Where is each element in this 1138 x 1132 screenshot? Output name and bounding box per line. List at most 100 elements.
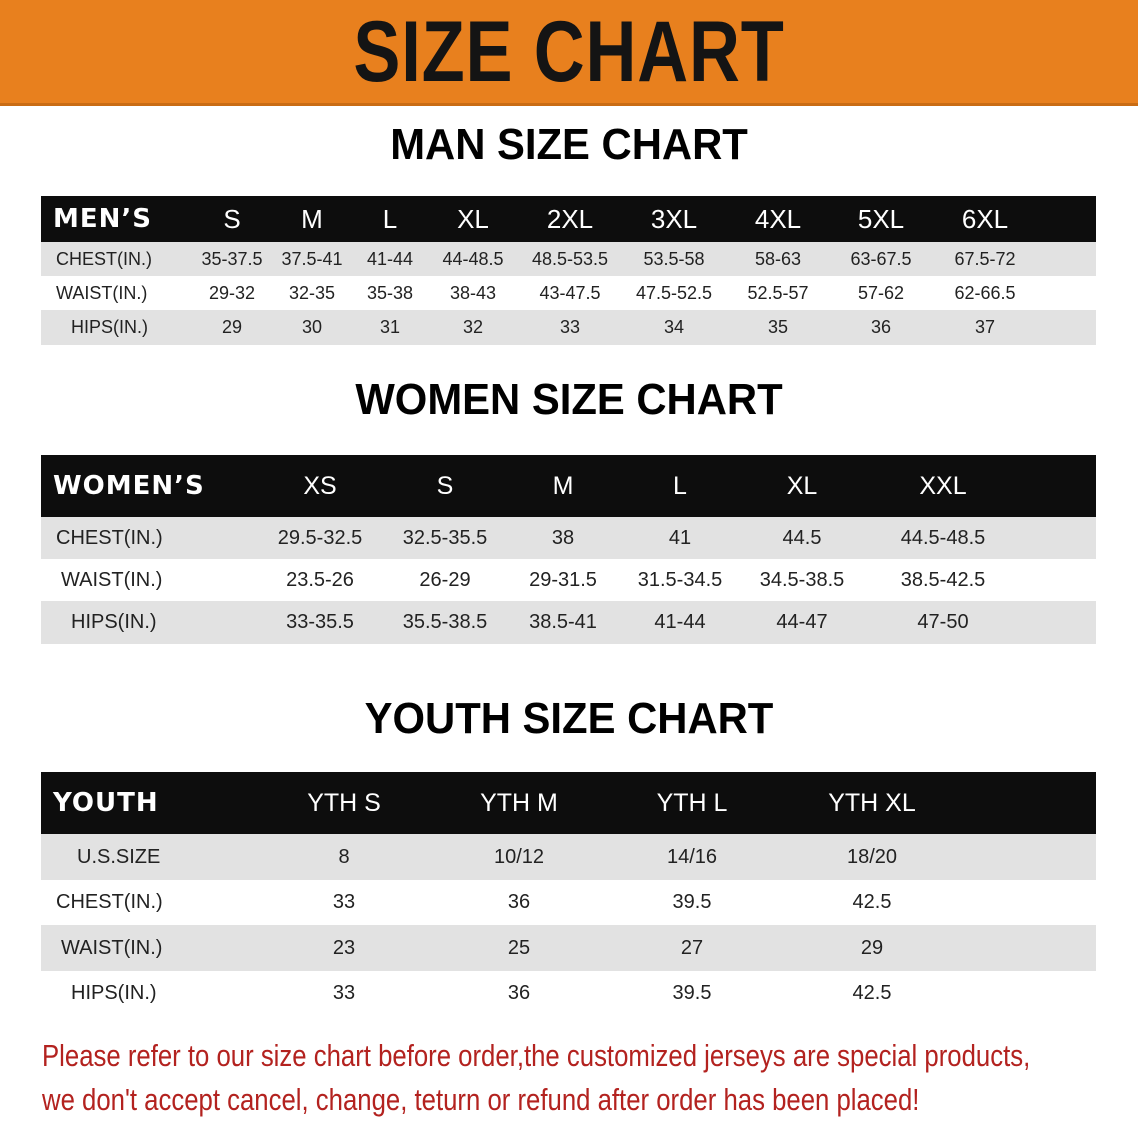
women-section-title: WOMEN SIZE CHART [355, 375, 783, 424]
row-label: CHEST(IN.) [56, 526, 163, 549]
table-row: HIPS(IN.) 29 30 31 32 33 34 35 36 37 [41, 310, 1096, 345]
table-cell: 35-38 [366, 282, 414, 303]
table-cell: 33 [332, 891, 356, 913]
table-cell: 29 [860, 936, 884, 959]
table-cell: 42.5 [852, 891, 892, 913]
table-cell: 23 [332, 936, 356, 959]
row-label: HIPS(IN.) [71, 317, 149, 337]
table-cell: 32.5-35.5 [402, 526, 488, 549]
table-row: HIPS(IN.) 33-35.5 35.5-38.5 38.5-41 41-44 44-… [41, 601, 1096, 644]
table-cell: 41 [668, 526, 692, 549]
footer-notice-line-1: Please refer to our size chart before or… [42, 1038, 1031, 1073]
size-header: XL [457, 203, 489, 234]
table-cell: 8 [338, 845, 350, 868]
size-header: XL [786, 471, 818, 500]
size-header: L [382, 203, 398, 234]
size-header: 2XL [546, 203, 594, 234]
table-cell: 29-31.5 [529, 568, 597, 591]
table-cell: 14/16 [666, 845, 718, 868]
table-cell: 41-44 [366, 248, 414, 269]
size-header: YTH L [656, 788, 728, 817]
table-cell: 37 [974, 317, 996, 337]
table-cell: 33-35.5 [286, 611, 354, 633]
table-cell: 38 [551, 526, 575, 549]
youth-header-row: YOUTH YTH S YTH M YTH L YTH XL [41, 772, 1096, 834]
size-header: 3XL [650, 203, 698, 234]
table-cell: 41-44 [654, 611, 706, 633]
table-cell: 31.5-34.5 [637, 568, 723, 591]
table-cell: 38.5-41 [529, 611, 597, 633]
size-header: M [552, 471, 574, 500]
men-size-table: MEN’S S M L XL 2XL 3XL 4XL 5XL 6XL CHEST(IN.) 35-37… [41, 196, 1096, 345]
table-row: WAIST(IN.) 29-32 32-35 35-38 38-43 43-47.5 47.… [41, 276, 1096, 310]
row-label: CHEST(IN.) [56, 891, 163, 913]
banner-title: SIZE CHART [353, 4, 785, 100]
row-label: WAIST(IN.) [61, 936, 163, 959]
youth-section-title: YOUTH SIZE CHART [364, 694, 774, 743]
table-row: HIPS(IN.) 33 36 39.5 42.5 [41, 971, 1096, 1016]
men-header-label: MEN’S [53, 204, 152, 234]
table-cell: 25 [507, 936, 531, 959]
size-header: M [301, 203, 323, 234]
size-header: S [223, 203, 241, 234]
table-cell: 36 [507, 982, 531, 1004]
table-cell: 33 [332, 982, 356, 1004]
men-header-row: MEN’S S M L XL 2XL 3XL 4XL 5XL 6XL [41, 196, 1096, 242]
size-header: YTH XL [828, 788, 916, 817]
table-cell: 52.5-57 [747, 282, 809, 303]
table-cell: 36 [507, 891, 531, 913]
table-cell: 27 [680, 936, 704, 959]
table-cell: 23.5-26 [286, 568, 354, 591]
table-cell: 26-29 [419, 568, 471, 591]
table-cell: 34.5-38.5 [759, 568, 845, 591]
men-section-title: MAN SIZE CHART [390, 120, 748, 169]
footer-notice-line-2: we don't accept cancel, change, teturn o… [42, 1082, 920, 1117]
table-cell: 38-43 [449, 282, 497, 303]
women-size-table: WOMEN’S XS S M L XL XXL CHEST(IN.) 29.5-32.5 32.5… [41, 455, 1096, 644]
table-cell: 62-66.5 [954, 282, 1016, 303]
youth-header-label: YOUTH [53, 788, 159, 818]
youth-size-table: YOUTH YTH S YTH M YTH L YTH XL U.S.SIZE 8 10/12… [41, 772, 1096, 1016]
row-label: CHEST(IN.) [56, 248, 152, 269]
row-label: WAIST(IN.) [56, 282, 148, 303]
table-cell: 29-32 [208, 282, 256, 303]
table-cell: 31 [379, 317, 401, 337]
table-row: CHEST(IN.) 33 36 39.5 42.5 [41, 880, 1096, 925]
table-cell: 47-50 [917, 611, 969, 633]
table-cell: 47.5-52.5 [635, 282, 713, 303]
size-header: YTH M [480, 788, 558, 817]
table-cell: 32-35 [288, 282, 336, 303]
size-header: 6XL [961, 203, 1009, 234]
women-header-row: WOMEN’S XS S M L XL XXL [41, 455, 1096, 517]
table-cell: 18/20 [846, 845, 898, 868]
table-cell: 44.5 [782, 526, 822, 549]
table-cell: 44.5-48.5 [900, 526, 986, 549]
table-cell: 44-47 [776, 611, 828, 633]
table-cell: 48.5-53.5 [531, 248, 609, 269]
table-cell: 33 [559, 317, 581, 337]
row-label: HIPS(IN.) [71, 982, 157, 1004]
size-header: S [436, 471, 454, 500]
table-cell: 58-63 [754, 248, 802, 269]
table-cell: 35-37.5 [201, 248, 263, 269]
table-cell: 57-62 [857, 282, 905, 303]
table-cell: 37.5-41 [281, 248, 343, 269]
size-header: YTH S [307, 788, 381, 817]
size-header: 4XL [754, 203, 802, 234]
table-cell: 29 [221, 317, 243, 337]
table-cell: 35 [767, 317, 789, 337]
table-row: WAIST(IN.) 23 25 27 29 [41, 925, 1096, 971]
table-row: U.S.SIZE 8 10/12 14/16 18/20 [41, 834, 1096, 880]
table-cell: 63-67.5 [850, 248, 912, 269]
table-cell: 36 [870, 317, 892, 337]
size-header: 5XL [857, 203, 905, 234]
women-header-label: WOMEN’S [53, 471, 205, 501]
table-cell: 67.5-72 [954, 248, 1016, 269]
table-cell: 38.5-42.5 [900, 568, 986, 591]
table-row: CHEST(IN.) 29.5-32.5 32.5-35.5 38 41 44.5 44.5… [41, 517, 1096, 559]
row-label: U.S.SIZE [77, 845, 161, 868]
table-cell: 30 [301, 317, 323, 337]
table-cell: 10/12 [493, 845, 545, 868]
table-cell: 43-47.5 [539, 282, 601, 303]
size-header: XS [303, 471, 337, 500]
